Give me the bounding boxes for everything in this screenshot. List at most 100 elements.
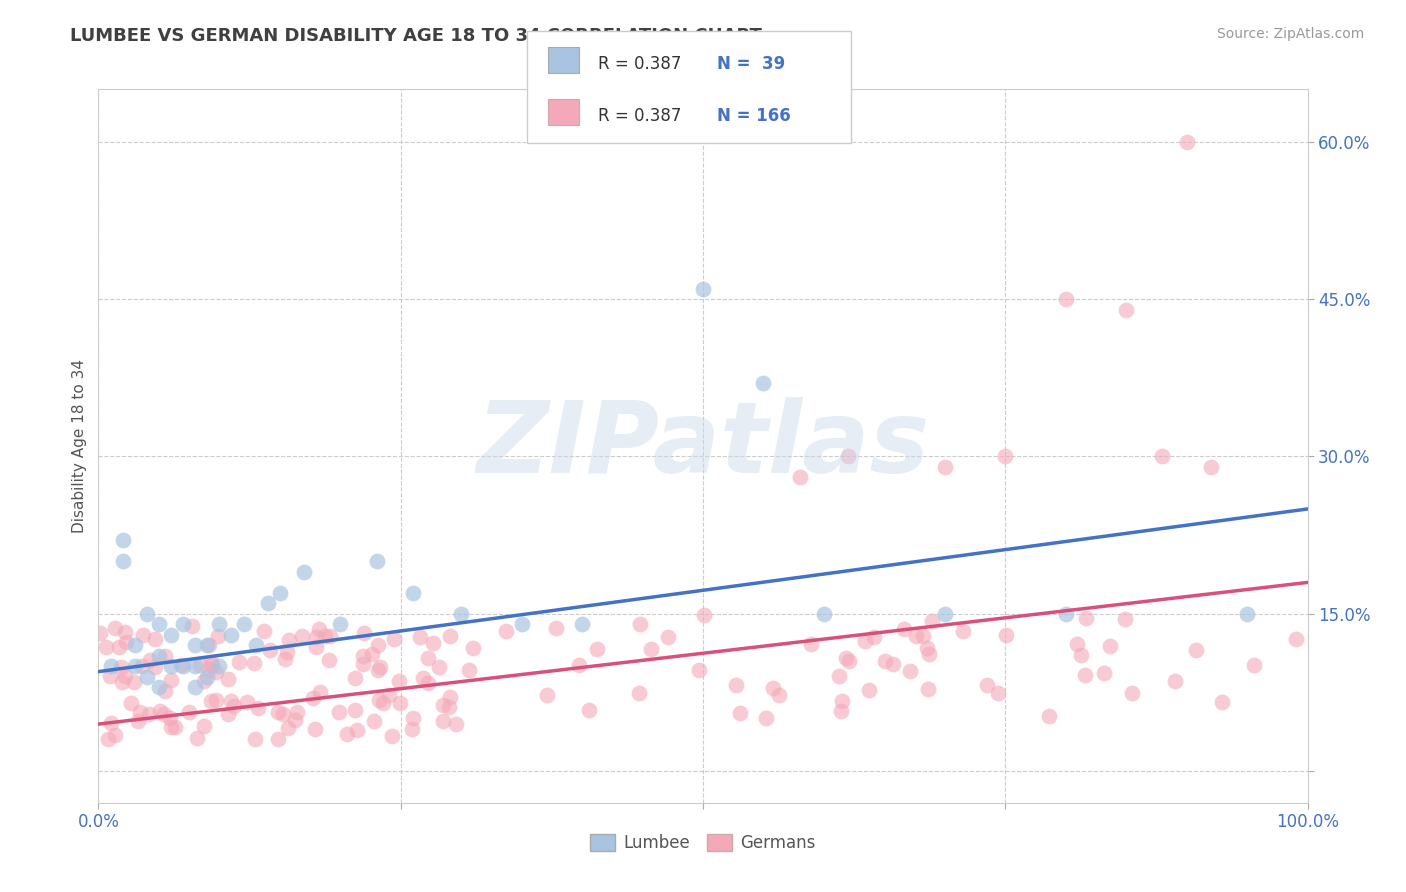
Point	[181, 619, 204, 633]
Point	[827, 669, 849, 683]
Point	[304, 723, 326, 737]
Point	[510, 617, 533, 632]
Point	[862, 631, 884, 645]
Point	[195, 639, 218, 653]
Point	[728, 706, 751, 721]
Point	[122, 674, 145, 689]
Point	[367, 693, 389, 707]
Point	[89, 626, 111, 640]
Point	[1115, 302, 1137, 317]
Point	[789, 470, 811, 484]
Point	[693, 608, 716, 623]
Point	[1074, 668, 1097, 682]
Point	[208, 617, 231, 632]
Point	[1175, 135, 1198, 149]
Point	[853, 634, 876, 648]
Point	[389, 696, 412, 710]
Point	[193, 673, 215, 688]
Point	[813, 607, 835, 621]
Point	[1066, 637, 1088, 651]
Point	[243, 732, 266, 747]
Point	[353, 625, 375, 640]
Point	[373, 696, 395, 710]
Text: ZIPatlas: ZIPatlas	[477, 398, 929, 494]
Point	[120, 696, 142, 710]
Point	[755, 711, 778, 725]
Point	[401, 722, 423, 736]
Point	[148, 617, 170, 632]
Point	[114, 624, 136, 639]
Point	[688, 663, 710, 677]
Point	[831, 693, 853, 707]
Point	[1236, 607, 1258, 621]
Point	[305, 630, 328, 644]
Point	[108, 640, 131, 654]
Point	[578, 703, 600, 717]
Point	[111, 533, 134, 548]
Point	[363, 714, 385, 728]
Point	[344, 671, 367, 685]
Point	[934, 460, 956, 475]
Point	[432, 698, 454, 712]
Point	[571, 617, 593, 632]
Point	[304, 640, 326, 654]
Point	[100, 716, 122, 731]
Point	[724, 678, 747, 692]
Point	[416, 650, 439, 665]
Point	[221, 694, 243, 708]
Point	[153, 706, 176, 721]
Point	[495, 624, 517, 638]
Point	[1199, 460, 1222, 475]
Point	[160, 673, 183, 687]
Point	[921, 614, 943, 628]
Point	[291, 629, 314, 643]
Point	[318, 653, 340, 667]
Point	[1070, 648, 1092, 662]
Point	[366, 554, 388, 568]
Point	[188, 658, 211, 673]
Point	[401, 711, 423, 725]
Point	[111, 554, 134, 568]
Point	[800, 637, 823, 651]
Point	[432, 714, 454, 729]
Point	[1114, 612, 1136, 626]
Point	[115, 635, 138, 649]
Point	[412, 671, 434, 685]
Point	[905, 629, 928, 643]
Point	[318, 629, 340, 643]
Point	[762, 681, 785, 695]
Point	[97, 732, 120, 747]
Point	[124, 659, 146, 673]
Point	[104, 728, 127, 742]
Point	[94, 640, 117, 654]
Point	[104, 621, 127, 635]
Point	[149, 704, 172, 718]
Point	[165, 720, 187, 734]
Point	[911, 629, 934, 643]
Point	[197, 639, 219, 653]
Point	[1211, 695, 1233, 709]
Point	[361, 647, 384, 661]
Point	[172, 659, 194, 673]
Point	[352, 648, 374, 663]
Point	[205, 692, 228, 706]
Point	[309, 684, 332, 698]
Point	[1121, 686, 1143, 700]
Point	[568, 658, 591, 673]
Legend: Lumbee, Germans: Lumbee, Germans	[583, 827, 823, 859]
Point	[269, 586, 291, 600]
Point	[228, 655, 250, 669]
Point	[198, 663, 221, 677]
Point	[205, 665, 228, 679]
Point	[994, 628, 1017, 642]
Text: N =  39: N = 39	[717, 55, 786, 73]
Point	[110, 659, 132, 673]
Point	[131, 628, 153, 642]
Point	[382, 632, 405, 646]
Text: Source: ZipAtlas.com: Source: ZipAtlas.com	[1216, 27, 1364, 41]
Point	[256, 596, 278, 610]
Point	[302, 690, 325, 705]
Point	[186, 731, 208, 745]
Point	[994, 450, 1017, 464]
Y-axis label: Disability Age 18 to 34: Disability Age 18 to 34	[72, 359, 87, 533]
